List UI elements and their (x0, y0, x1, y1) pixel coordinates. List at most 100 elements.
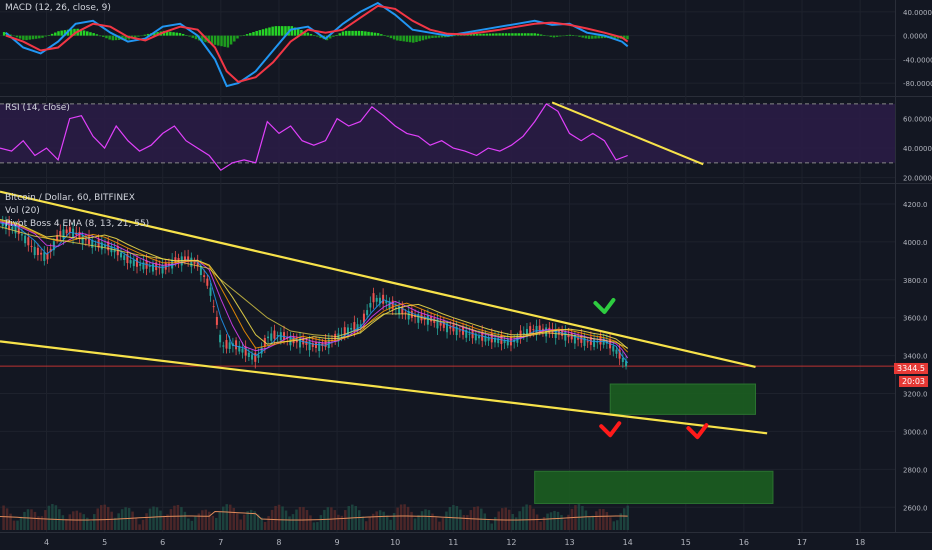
volume-bar (190, 520, 194, 530)
macd-histogram-bar (456, 35, 460, 37)
candle-body (161, 265, 164, 274)
candle-body (529, 326, 532, 334)
macd-histogram-bar (57, 31, 60, 36)
macd-histogram-bar (520, 33, 524, 36)
candle-body (615, 349, 618, 354)
macd-histogram-bar (373, 32, 377, 36)
price-pane[interactable]: 4200.0 4000.0 3800.0 3600.0 3400.0 3200.0 3000… (0, 190, 928, 530)
macd-histogram-bar (549, 35, 552, 37)
macd-histogram-bar (479, 33, 482, 36)
volume-bar (584, 510, 588, 530)
y-tick-label: 2600.0 (903, 504, 928, 512)
macd-histogram-bar (312, 35, 316, 36)
macd-histogram-bar (360, 30, 364, 36)
macd-histogram-bar (319, 35, 322, 38)
x-tick-label: 15 (681, 538, 691, 547)
macd-histogram-bar (185, 35, 188, 36)
macd-histogram-bar (280, 26, 284, 36)
candle-body (436, 319, 439, 329)
macd-histogram-bar (274, 26, 278, 36)
volume-bar (180, 507, 183, 530)
candle-body (362, 313, 365, 323)
volume-bar (434, 517, 438, 530)
candle-body (4, 222, 7, 229)
macd-histogram-bar (450, 35, 453, 37)
candle-body (81, 235, 84, 244)
candle-body (151, 263, 154, 272)
candle-body (452, 324, 455, 332)
candle-body (257, 354, 260, 358)
volume-bar (106, 507, 110, 530)
candle-body (439, 322, 442, 326)
volume-bar (358, 510, 361, 530)
macd-histogram-bar (578, 35, 581, 37)
macd-histogram-bar (453, 35, 457, 37)
x-tick-label: 5 (102, 538, 107, 547)
volume-bar (441, 518, 445, 530)
volume-bar (581, 506, 584, 530)
x-tick-label: 16 (739, 538, 749, 547)
macd-histogram-bar (434, 35, 437, 38)
y-tick-label: 40.0000 (903, 145, 932, 153)
volume-bar (2, 505, 5, 530)
volume-bar (204, 509, 208, 530)
target-zone-2 (534, 470, 774, 504)
volume-bar (187, 518, 190, 530)
rsi-pane[interactable]: 60.0000 40.0000 20.0000 (0, 101, 932, 183)
candle-body (525, 328, 528, 337)
macd-histogram-bar (380, 34, 383, 36)
macd-histogram-bar (271, 26, 274, 36)
volume-bar (427, 510, 431, 530)
volume-bar (595, 511, 598, 530)
macd-histogram-bar (405, 35, 409, 42)
macd-histogram-bar (172, 32, 175, 36)
y-tick-label: -80.0000 (903, 80, 932, 88)
macd-histogram-bar (111, 35, 115, 41)
candle-body (30, 245, 33, 247)
macd-histogram-bar (437, 35, 441, 38)
volume-bar (382, 511, 385, 530)
candle-body (375, 297, 378, 302)
macd-histogram-bar (47, 35, 51, 36)
volume-bar (30, 509, 33, 530)
volume-bar (19, 516, 23, 530)
macd-histogram-bar (73, 28, 76, 36)
candle-body (94, 243, 97, 245)
candle-body (148, 265, 151, 267)
candle-body (334, 333, 337, 342)
candle-body (1, 222, 4, 227)
volume-bar (462, 515, 466, 530)
macd-histogram-bar (34, 35, 38, 39)
volume-bar (378, 510, 382, 530)
macd-histogram-bar (584, 35, 588, 39)
volume-bar (263, 521, 267, 530)
candle-body (314, 342, 317, 348)
candle-body (222, 345, 225, 347)
candle-body (493, 337, 496, 343)
macd-histogram-bar (181, 33, 185, 36)
candle-body (126, 253, 129, 264)
macd-histogram-bar (571, 35, 575, 36)
macd-histogram-bar (124, 35, 127, 40)
candle-body (385, 300, 388, 304)
candle-body (11, 226, 14, 230)
candle-body (292, 336, 295, 344)
macd-histogram-bar (328, 35, 332, 39)
macd-histogram-bar (530, 33, 533, 36)
candle-body (580, 335, 583, 343)
volume-bar (337, 514, 340, 530)
candle-body (14, 226, 17, 234)
candle-body (135, 257, 138, 267)
volume-bar (623, 508, 626, 530)
candle-body (142, 262, 145, 270)
candle-body (462, 327, 465, 335)
candle-body (366, 310, 369, 316)
volume-bar (228, 504, 232, 530)
macd-histogram-bar (568, 34, 572, 36)
macd-histogram-bar (594, 35, 597, 39)
volume-bar (344, 510, 347, 530)
macd-pane[interactable]: 40.0000 0.0000 -40.0000 -80.0000 (2, 1, 932, 88)
candle-body (225, 340, 228, 349)
volume-bar (65, 518, 68, 530)
